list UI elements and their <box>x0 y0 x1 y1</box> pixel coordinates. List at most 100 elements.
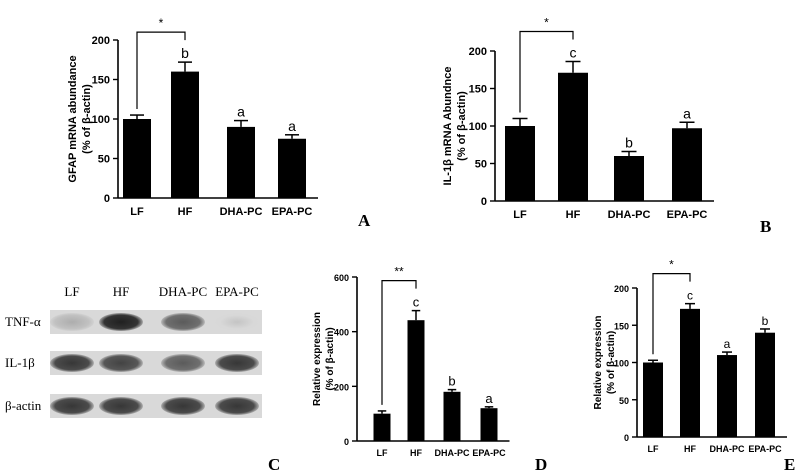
chart-panel-d: 0 200 400 600 Relative expression (% of β-act… <box>312 265 510 458</box>
x-tick-label: EPA-PC <box>748 444 782 454</box>
significance-letter: b <box>762 314 769 328</box>
bar-dha-pc <box>614 156 644 201</box>
significance-letter: b <box>625 135 633 151</box>
y-axis-label: Relative expression (% of β-actin) <box>593 316 617 410</box>
blot-band <box>99 354 143 372</box>
blot-row-label: IL-1β <box>5 355 35 370</box>
bar-hf <box>407 320 425 441</box>
y-tick-label: 0 <box>481 196 487 208</box>
y-tick-label: 100 <box>469 121 487 133</box>
x-tick-label: DHA-PC <box>710 444 745 454</box>
bar-hf <box>680 308 700 437</box>
significance-letter: c <box>570 45 577 61</box>
bar-epa-pc <box>278 138 306 198</box>
significance-letter: b <box>181 45 189 61</box>
blot-band <box>215 354 259 372</box>
significance-bracket <box>519 30 574 113</box>
blot-lane-label: EPA-PC <box>215 284 259 299</box>
y-tick-label: 0 <box>344 437 349 447</box>
bar-epa-pc <box>672 128 702 201</box>
y-tick-label: 600 <box>334 273 349 283</box>
bar-lf <box>643 362 663 437</box>
y-tick-label: 150 <box>469 84 487 96</box>
x-tick-label: DHA-PC <box>608 209 651 221</box>
x-tick-label: EPA-PC <box>272 206 313 218</box>
bar-lf <box>123 119 151 198</box>
significance-star: ** <box>394 265 404 279</box>
y-tick-label: 200 <box>92 35 110 47</box>
panel-letter-a: A <box>358 211 371 230</box>
y-tick-label: 200 <box>469 46 487 58</box>
blot-band <box>161 313 205 331</box>
y-axis-label: IL-1β mRNA Abundnce (% of β-actin) <box>442 67 468 186</box>
blot-band <box>99 397 143 415</box>
bar-lf <box>373 413 391 441</box>
x-tick-label: LF <box>130 206 144 218</box>
panel-letter-b: B <box>760 217 771 236</box>
y-tick-label: 100 <box>92 114 110 126</box>
significance-letter: c <box>687 289 693 303</box>
significance-letter: a <box>683 105 691 121</box>
blot-band <box>99 313 143 331</box>
y-tick-label: 200 <box>334 382 349 392</box>
significance-letter: a <box>288 118 296 134</box>
blot-lane-label: DHA-PC <box>159 284 207 299</box>
blot-band <box>50 313 94 331</box>
y-tick-label: 50 <box>475 159 487 171</box>
bar-hf <box>558 72 588 201</box>
x-tick-label: HF <box>178 206 193 218</box>
x-tick-label: HF <box>410 448 422 458</box>
bar-hf <box>171 71 199 198</box>
blot-band <box>215 313 259 331</box>
y-tick-label: 100 <box>614 359 629 369</box>
y-tick-label: 50 <box>619 396 629 406</box>
x-tick-label: DHA-PC <box>220 206 263 218</box>
x-tick-label: LF <box>377 448 388 458</box>
significance-letter: c <box>413 295 420 310</box>
significance-star: * <box>544 16 549 30</box>
significance-letter: b <box>448 374 455 389</box>
significance-letter: a <box>237 104 245 120</box>
charts-layer: 0 50 100 150 200 GFAP mRNA abundance (% of β-a… <box>67 16 787 458</box>
y-tick-label: 0 <box>104 193 110 205</box>
significance-letter: a <box>724 337 731 351</box>
x-tick-label: EPA-PC <box>667 209 708 221</box>
significance-bracket <box>652 273 691 355</box>
blot-band <box>161 397 205 415</box>
panel-letter-c: C <box>268 455 280 474</box>
blot-band <box>50 397 94 415</box>
significance-star: * <box>669 258 674 272</box>
x-tick-label: HF <box>684 444 696 454</box>
blot-row-label: TNF-α <box>5 314 41 329</box>
x-tick-label: DHA-PC <box>435 448 470 458</box>
panel-letter-e: E <box>784 455 795 474</box>
x-tick-label: LF <box>648 444 659 454</box>
blot-lane-label: HF <box>113 284 130 299</box>
y-tick-label: 400 <box>334 328 349 338</box>
x-tick-label: HF <box>566 209 581 221</box>
chart-panel-e: 0 50 100 150 200 Relative expression (% of β-a… <box>593 258 787 454</box>
significance-star: * <box>159 16 164 30</box>
x-tick-label: LF <box>513 209 527 221</box>
y-axis-label: GFAP mRNA abundance (% of β-actin) <box>67 55 93 182</box>
y-axis-label: Relative expression (% of β-actin) <box>312 312 336 406</box>
bar-epa-pc <box>755 332 775 437</box>
bar-dha-pc <box>443 391 461 441</box>
y-tick-label: 200 <box>614 284 629 294</box>
y-tick-label: 150 <box>614 321 629 331</box>
blot-band <box>161 354 205 372</box>
blot-lane-label: LF <box>64 284 79 299</box>
chart-panel-a: 0 50 100 150 200 GFAP mRNA abundance (% of β-a… <box>67 16 318 218</box>
bar-dha-pc <box>717 355 737 437</box>
y-tick-label: 0 <box>624 433 629 443</box>
panel-letter-d: D <box>535 455 547 474</box>
x-tick-label: EPA-PC <box>472 448 506 458</box>
bar-lf <box>505 126 535 201</box>
significance-letter: a <box>485 391 493 406</box>
bar-dha-pc <box>227 126 255 198</box>
y-tick-label: 50 <box>98 154 110 166</box>
significance-bracket <box>381 280 417 405</box>
blot-band <box>50 354 94 372</box>
